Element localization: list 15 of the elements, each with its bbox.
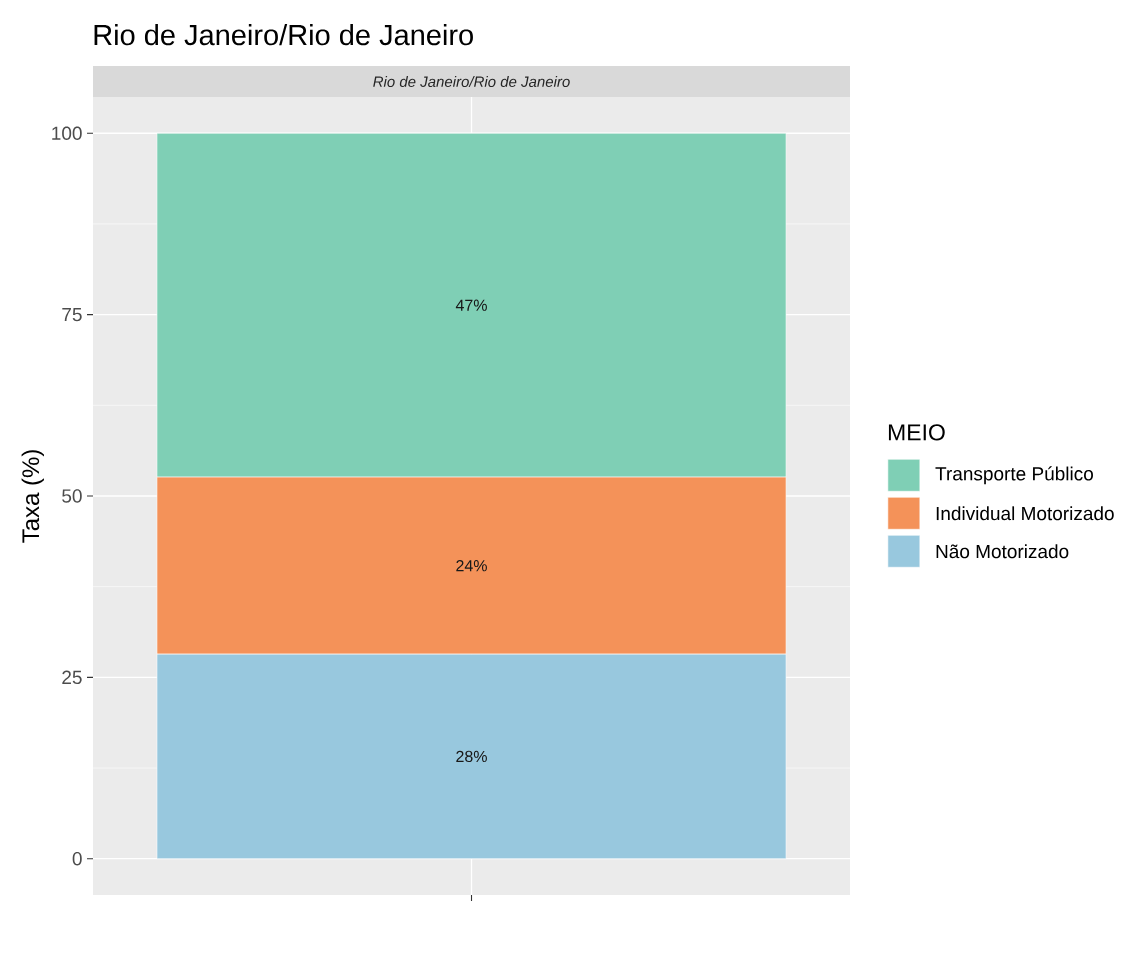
legend-label: Não Motorizado — [936, 544, 1069, 559]
y-tick-label: 50 — [62, 489, 82, 503]
data-label: 28% — [456, 750, 487, 763]
legend-title: MEIO — [888, 424, 945, 441]
chart-subtitle: Rio de Janeiro/Rio de Janeiro — [373, 75, 570, 87]
y-axis-title: Taxa (%) — [21, 450, 44, 543]
y-tick-label: 75 — [62, 307, 82, 322]
data-label: 47% — [455, 299, 487, 311]
data-label: 24% — [456, 559, 487, 572]
chart-title: Rio de Janeiro/Rio de Janeiro — [94, 23, 473, 46]
legend-label: Transporte Público — [935, 466, 1093, 485]
legend-label: Individual Motorizado — [936, 506, 1114, 521]
y-tick-label: 25 — [62, 670, 82, 685]
y-tick-label: 0 — [72, 851, 82, 866]
y-tick-label: 100 — [52, 126, 82, 140]
